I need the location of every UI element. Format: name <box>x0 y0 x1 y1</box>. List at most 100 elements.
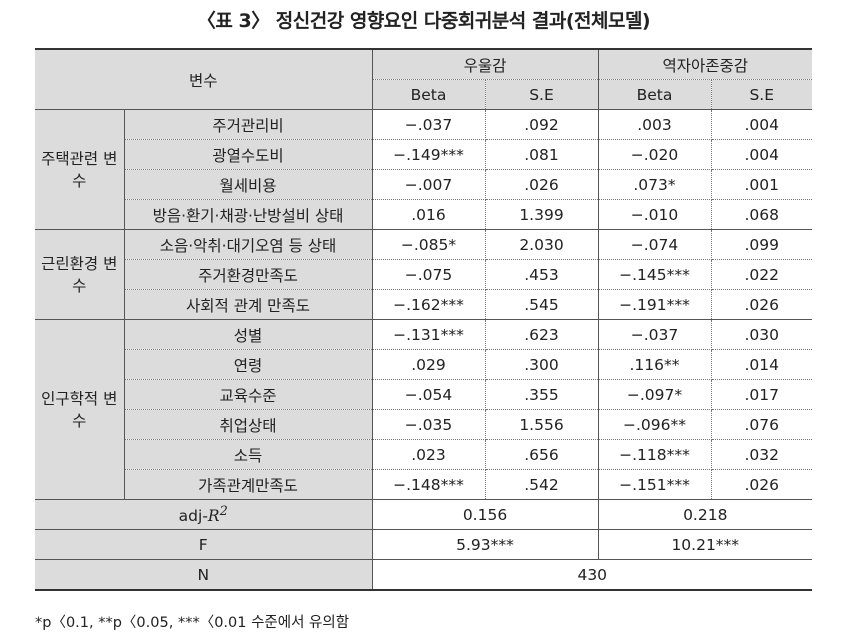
depression-se: 2.030 <box>485 229 599 260</box>
n-value: 430 <box>372 559 812 591</box>
header-variable: 변수 <box>35 48 373 110</box>
depression-se: .092 <box>485 109 599 140</box>
depression-beta: .023 <box>372 439 486 470</box>
header-self-esteem: 역자아존중감 <box>598 48 812 80</box>
depression-se: .355 <box>485 379 599 410</box>
self-esteem-se: .026 <box>711 289 812 320</box>
depression-se: .300 <box>485 349 599 380</box>
self-esteem-beta: −.020 <box>598 139 712 170</box>
self-esteem-se: .026 <box>711 469 812 500</box>
depression-beta: −.131*** <box>372 319 486 350</box>
self-esteem-se: .076 <box>711 409 812 440</box>
adj-prefix: adj- <box>178 507 208 526</box>
f-depression: 5.93*** <box>372 529 599 560</box>
self-esteem-se: .068 <box>711 199 812 230</box>
depression-beta: −.148*** <box>372 469 486 500</box>
self-esteem-se: .004 <box>711 109 812 140</box>
self-esteem-se: .017 <box>711 379 812 410</box>
self-esteem-beta: .003 <box>598 109 712 140</box>
group-demographic: 인구학적 변수 <box>35 319 125 500</box>
depression-se: .656 <box>485 439 599 470</box>
header-self-esteem-beta: Beta <box>598 79 712 110</box>
table-row: 소득 .023 .656 −.118*** .032 <box>35 439 812 470</box>
f-label: F <box>35 529 373 560</box>
depression-se: .453 <box>485 259 599 290</box>
self-esteem-beta: −.010 <box>598 199 712 230</box>
regression-table: 변수 우울감 역자아존중감 Beta S.E Beta S.E 주택관련 변수 … <box>35 48 812 591</box>
row-label: 광열수도비 <box>124 139 373 170</box>
adj-r2-depression: 0.156 <box>372 499 599 530</box>
self-esteem-beta: .073* <box>598 169 712 200</box>
row-label: 주거관리비 <box>124 109 373 140</box>
table-row: 연령 .029 .300 .116** .014 <box>35 349 812 380</box>
depression-beta: .029 <box>372 349 486 380</box>
self-esteem-beta: −.118*** <box>598 439 712 470</box>
row-label: 소음·악취·대기오염 등 상태 <box>124 229 373 260</box>
self-esteem-se: .030 <box>711 319 812 350</box>
depression-se: 1.399 <box>485 199 599 230</box>
significance-note: *p〈0.1, **p〈0.05, ***〈0.01 수준에서 유의함 <box>35 615 350 631</box>
self-esteem-beta: −.097* <box>598 379 712 410</box>
self-esteem-se: .014 <box>711 349 812 380</box>
table-row: 취업상태 −.035 1.556 −.096** .076 <box>35 409 812 440</box>
self-esteem-beta: .116** <box>598 349 712 380</box>
table-row: 주택관련 변수 주거관리비 −.037 .092 .003 .004 <box>35 109 812 230</box>
depression-se: 1.556 <box>485 409 599 440</box>
depression-beta: −.085* <box>372 229 486 260</box>
header-depression-beta: Beta <box>372 79 486 110</box>
header-depression: 우울감 <box>372 48 599 80</box>
row-label: 주거환경만족도 <box>124 259 373 290</box>
table-row: 근린환경 변수 소음·악취·대기오염 등 상태 −.085* 2.030 −.0… <box>35 229 812 320</box>
row-label: 월세비용 <box>124 169 373 200</box>
table-row: 월세비용 −.007 .026 .073* .001 <box>35 169 812 200</box>
table-title: 〈표 3〉 정신건강 영향요인 다중회귀분석 결과(전체모델) <box>196 10 651 32</box>
table-row: 교육수준 −.054 .355 −.097* .017 <box>35 379 812 410</box>
row-label: 가족관계만족도 <box>124 469 373 500</box>
depression-se: .545 <box>485 289 599 320</box>
self-esteem-se: .004 <box>711 139 812 170</box>
group-neighborhood: 근린환경 변수 <box>35 229 125 320</box>
self-esteem-beta: −.145*** <box>598 259 712 290</box>
header-row-1: 변수 우울감 역자아존중감 <box>35 48 812 110</box>
row-label: 사회적 관계 만족도 <box>124 289 373 320</box>
header-row-2: Beta S.E Beta S.E <box>35 79 812 110</box>
r-symbol: R <box>207 507 220 526</box>
depression-beta: .016 <box>372 199 486 230</box>
depression-se: .026 <box>485 169 599 200</box>
depression-beta: −.149*** <box>372 139 486 170</box>
depression-beta: −.075 <box>372 259 486 290</box>
depression-beta: −.037 <box>372 109 486 140</box>
table-row: 주거환경만족도 −.075 .453 −.145*** .022 <box>35 259 812 290</box>
n-label: N <box>35 559 373 591</box>
depression-beta: −.035 <box>372 409 486 440</box>
header-self-esteem-se: S.E <box>711 79 812 110</box>
self-esteem-beta: −.037 <box>598 319 712 350</box>
self-esteem-se: .001 <box>711 169 812 200</box>
self-esteem-beta: −.191*** <box>598 289 712 320</box>
self-esteem-beta: −.074 <box>598 229 712 260</box>
self-esteem-se: .032 <box>711 439 812 470</box>
row-label: 방음·환기·채광·난방설비 상태 <box>124 199 373 230</box>
self-esteem-se: .099 <box>711 229 812 260</box>
depression-se: .623 <box>485 319 599 350</box>
table-row: 가족관계만족도 −.148*** .542 −.151*** .026 <box>35 469 812 500</box>
table-row: 광열수도비 −.149*** .081 −.020 .004 <box>35 139 812 170</box>
n-row: N 430 <box>35 559 812 591</box>
table-row: 방음·환기·채광·난방설비 상태 .016 1.399 −.010 .068 <box>35 199 812 230</box>
group-housing: 주택관련 변수 <box>35 109 125 230</box>
row-label: 성별 <box>124 319 373 350</box>
adj-r2-self-esteem: 0.218 <box>598 499 812 530</box>
self-esteem-beta: −.151*** <box>598 469 712 500</box>
r-exponent: 2 <box>219 503 228 519</box>
row-label: 연령 <box>124 349 373 380</box>
adj-r2-row: adj-R2 0.156 0.218 <box>35 499 812 530</box>
adj-r2-label: adj-R2 <box>35 499 373 530</box>
f-row: F 5.93*** 10.21*** <box>35 529 812 560</box>
header-depression-se: S.E <box>485 79 599 110</box>
self-esteem-se: .022 <box>711 259 812 290</box>
depression-beta: −.162*** <box>372 289 486 320</box>
depression-beta: −.054 <box>372 379 486 410</box>
depression-se: .081 <box>485 139 599 170</box>
depression-se: .542 <box>485 469 599 500</box>
depression-beta: −.007 <box>372 169 486 200</box>
